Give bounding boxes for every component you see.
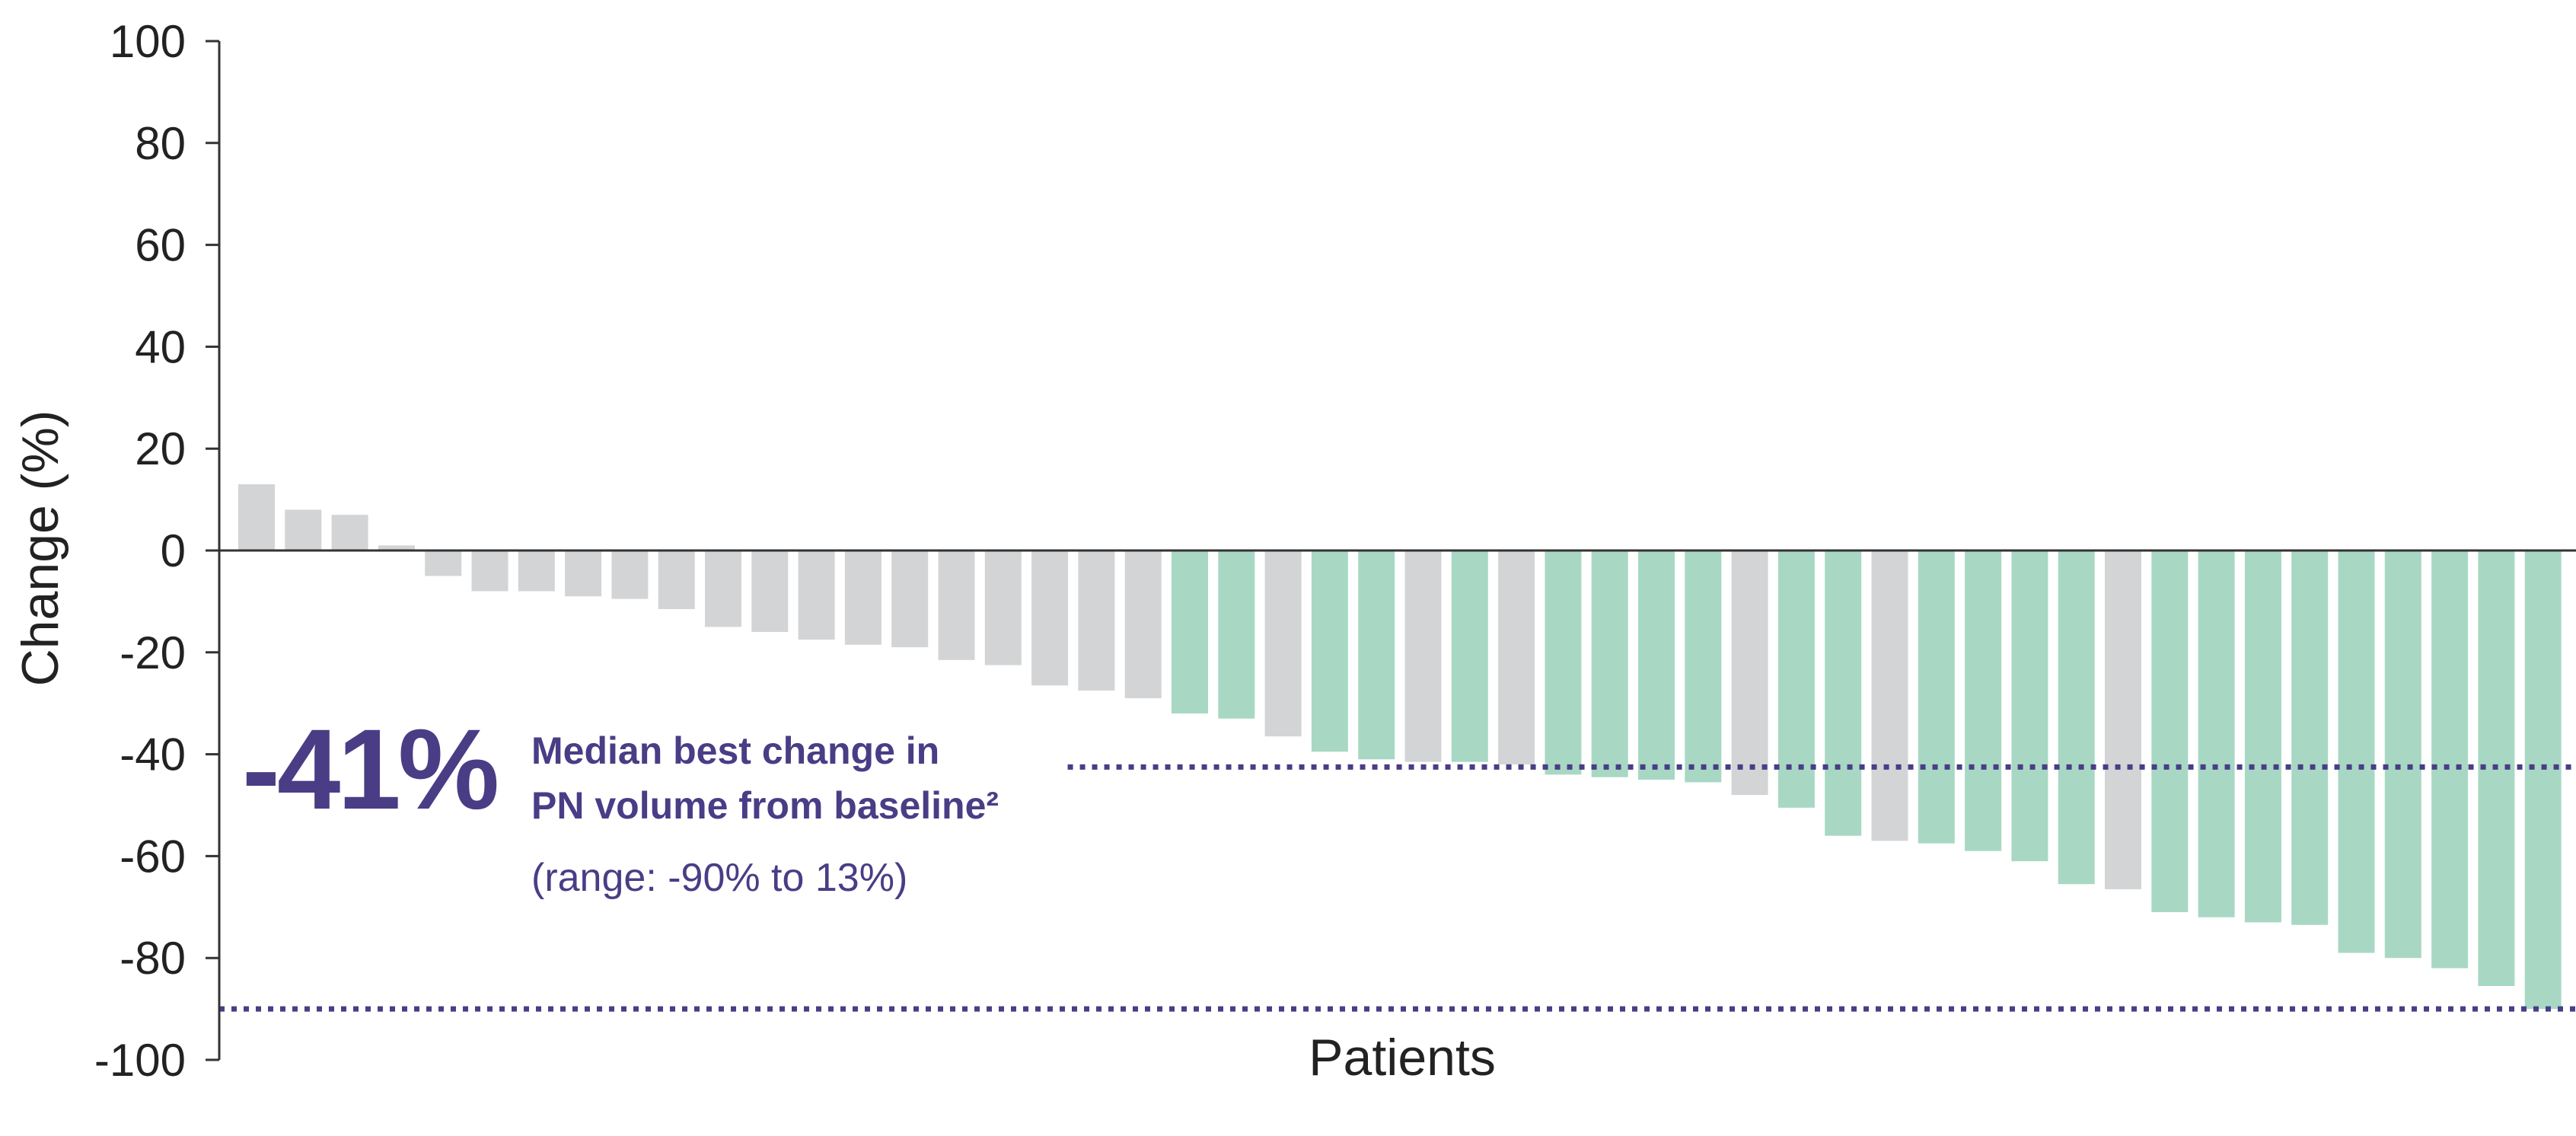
bar [705,550,741,627]
y-tick-label: -60 [120,831,186,882]
median-value-annotation: -41% [242,705,497,833]
y-tick-label: 40 [135,321,186,372]
bar [565,550,602,597]
bar [1825,550,1862,836]
bar [2244,550,2281,923]
bar [1124,550,1162,699]
bar [1545,550,1582,775]
reference-lines [219,764,2576,1012]
y-tick-label: 20 [135,423,186,474]
bar [1451,550,1488,762]
bar [1031,550,1069,686]
bar [2198,550,2235,917]
bar [1918,550,1955,844]
bar [238,484,275,550]
bar [2058,550,2095,885]
bars-group [238,484,2562,1010]
bar [1638,550,1675,780]
bar [1965,550,2002,851]
bar [285,509,322,550]
y-axis-title: Change (%) [11,410,69,687]
y-tick-label: -40 [120,729,186,780]
y-tick-labels: 100 80 60 40 20 0 -20 -40 -60 -80 -100 [94,16,186,1086]
y-tick-label: -100 [94,1035,186,1086]
bar [2105,550,2141,889]
bar [798,550,835,640]
bar [331,515,368,550]
bar [2431,550,2469,968]
bar [1777,550,1815,808]
y-tick-label: 0 [161,525,186,576]
y-tick-label: -20 [120,627,186,678]
bar [378,545,415,550]
bar [1172,550,1208,714]
bar [425,550,462,576]
bar [1404,550,1442,762]
median-label-line1: Median best change in [531,729,939,772]
axes-group [206,40,2576,1061]
bar [1591,550,1628,777]
bar [471,550,509,592]
y-tick-label: 60 [135,220,186,271]
y-tick-label: 80 [135,118,186,169]
bar [1311,550,1348,752]
bar [891,550,929,648]
bar [518,550,555,592]
bar [1264,550,1302,737]
bar [844,550,882,645]
bar [1685,550,1722,783]
bar [938,550,975,660]
bar [611,550,649,599]
bar [2011,550,2048,862]
bar [2384,550,2421,959]
bar [2291,550,2329,925]
bar [2338,550,2375,953]
bar [2151,550,2189,912]
bar [1218,550,1255,719]
bar [1871,550,1908,841]
bar [1358,550,1395,760]
bar [658,550,695,609]
y-tick-label: 100 [110,16,186,67]
bar [984,550,1022,665]
bar [1078,550,1115,691]
x-axis-title: Patients [1309,1029,1496,1087]
y-tick-label: -80 [120,933,186,984]
range-label: (range: -90% to 13%) [531,856,907,900]
bar [2524,550,2562,1010]
bar [1498,550,1535,764]
median-label-line2: PN volume from baseline² [531,784,999,827]
bar [751,550,789,633]
bar [1731,550,1768,796]
